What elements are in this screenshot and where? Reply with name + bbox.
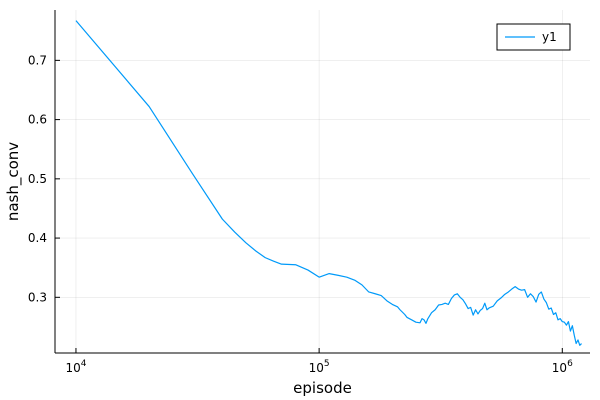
y-tick-label: 0.5: [28, 172, 47, 186]
axes: [54, 10, 590, 354]
legend-label-y1: y1: [542, 30, 557, 44]
x-tick-label: 106: [552, 359, 573, 375]
x-tick-exponent: 4: [81, 359, 87, 369]
x-tick-exponent: 5: [324, 359, 330, 369]
x-tick-base: 10: [65, 361, 80, 375]
x-tick-base: 10: [309, 361, 324, 375]
series-line-y1: [75, 20, 582, 346]
x-tick-exponent: 6: [567, 359, 573, 369]
x-tick-label: 105: [309, 359, 330, 375]
x-tick-base: 10: [552, 361, 567, 375]
grid: [55, 10, 590, 353]
x-axis-label: episode: [293, 379, 352, 397]
series-layer: [75, 20, 582, 346]
y-axis-label: nash_conv: [4, 142, 23, 221]
y-tick-label: 0.3: [28, 290, 47, 304]
x-tick-label: 104: [65, 359, 86, 375]
y-tick-label: 0.7: [28, 53, 47, 67]
y-tick-label: 0.6: [28, 113, 47, 127]
legend: y1: [496, 23, 571, 51]
y-tick-label: 0.4: [28, 231, 47, 245]
